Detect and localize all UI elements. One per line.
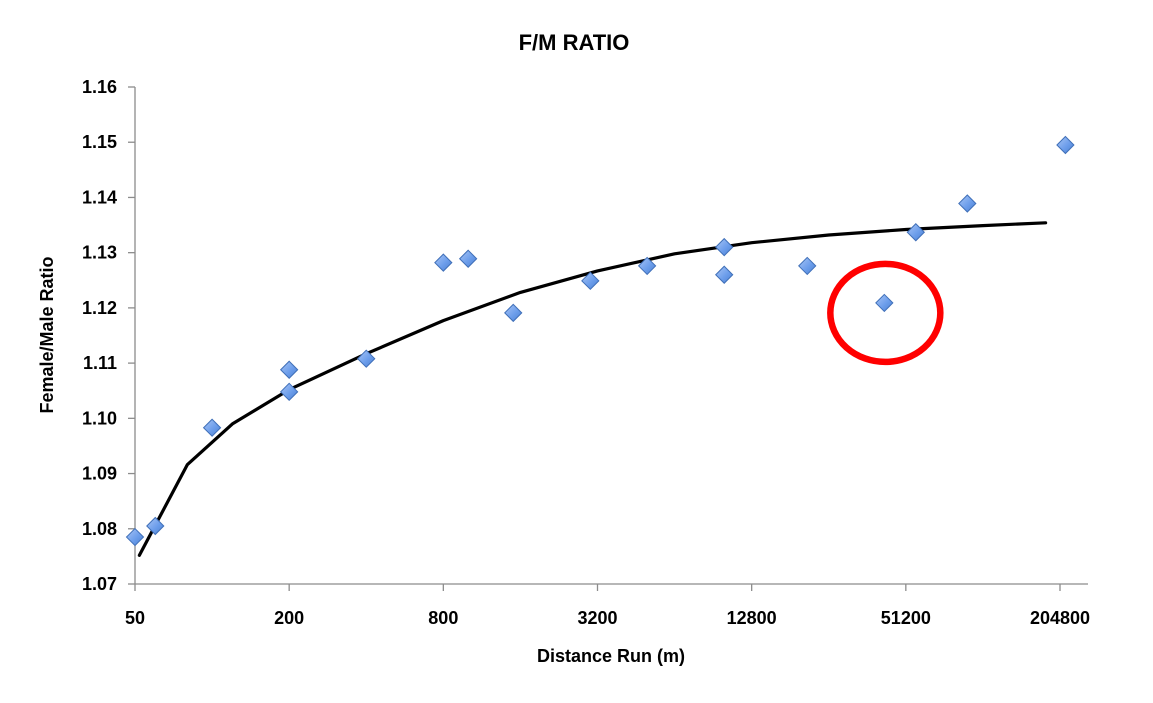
y-tick-label: 1.08 bbox=[82, 519, 117, 539]
y-tick-label: 1.14 bbox=[82, 187, 117, 207]
data-point bbox=[906, 223, 926, 242]
y-tick-label: 1.16 bbox=[82, 77, 117, 97]
axes: 1.07 1.08 1.09 1.10 1.11 1.12 1.13 1.14 1.15 1.16… bbox=[82, 77, 1090, 628]
data-point bbox=[202, 418, 222, 437]
data-point bbox=[146, 516, 165, 536]
trendline bbox=[137, 221, 1048, 557]
y-tick-label: 1.10 bbox=[82, 408, 117, 428]
data-point bbox=[581, 271, 600, 291]
highlight-circle bbox=[827, 260, 944, 366]
y-tick-label: 1.09 bbox=[82, 464, 117, 484]
data-point bbox=[715, 237, 734, 257]
x-tick-label: 12800 bbox=[727, 608, 777, 628]
x-tick-label: 204800 bbox=[1030, 608, 1090, 628]
data-point bbox=[504, 303, 523, 323]
y-tick-label: 1.12 bbox=[82, 298, 117, 318]
data-point bbox=[458, 249, 478, 268]
data-point bbox=[357, 349, 376, 368]
x-tick-label: 800 bbox=[428, 608, 458, 628]
data-point bbox=[279, 360, 299, 379]
y-tick-label: 1.07 bbox=[82, 574, 117, 594]
x-axis-title: Distance Run (m) bbox=[537, 646, 685, 666]
y-tick-label: 1.13 bbox=[82, 243, 117, 263]
data-point bbox=[279, 382, 299, 402]
x-tick-label: 50 bbox=[125, 608, 145, 628]
data-points bbox=[125, 135, 1075, 547]
data-point bbox=[958, 194, 977, 213]
chart-title: F/M RATIO bbox=[519, 30, 630, 55]
data-point bbox=[1056, 135, 1075, 155]
data-point bbox=[434, 253, 453, 272]
data-point bbox=[125, 527, 145, 547]
annotations bbox=[827, 260, 944, 366]
x-tick-label: 200 bbox=[274, 608, 304, 628]
data-point bbox=[715, 265, 734, 284]
y-axis-title: Female/Male Ratio bbox=[37, 256, 57, 413]
y-tick-label: 1.11 bbox=[83, 353, 117, 373]
trendline-layer bbox=[137, 221, 1048, 557]
x-tick-label: 51200 bbox=[881, 608, 931, 628]
data-point bbox=[798, 256, 817, 276]
data-point bbox=[875, 293, 894, 313]
x-tick-label: 3200 bbox=[577, 608, 617, 628]
data-point bbox=[637, 256, 657, 276]
y-tick-label: 1.15 bbox=[82, 132, 117, 152]
